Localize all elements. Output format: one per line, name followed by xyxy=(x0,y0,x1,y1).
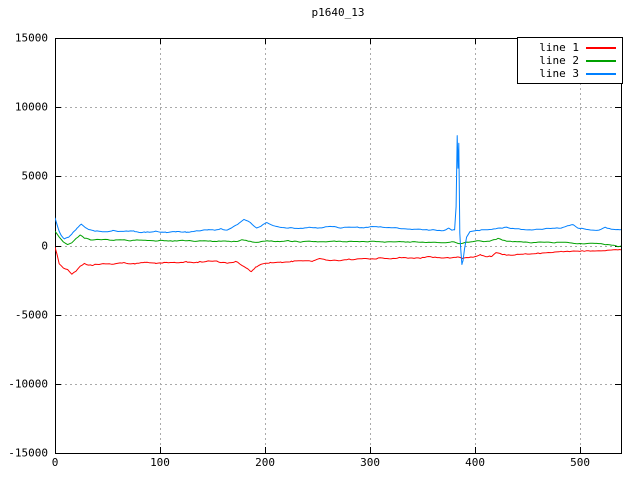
x-tick-label: 300 xyxy=(360,456,380,469)
legend: line 1 line 2 line 3 xyxy=(517,37,623,84)
legend-label: line 1 xyxy=(539,41,579,54)
x-tick-label: 200 xyxy=(255,456,275,469)
x-tick-label: 100 xyxy=(150,456,170,469)
legend-entry: line 3 xyxy=(518,67,622,80)
y-tick-label: 0 xyxy=(41,239,48,252)
y-tick-label: -5000 xyxy=(14,308,48,322)
y-tick-label: 5000 xyxy=(21,169,49,183)
legend-label: line 2 xyxy=(539,54,579,67)
x-tick-label: 400 xyxy=(465,456,485,469)
legend-swatch xyxy=(586,46,616,49)
y-tick-label: 15000 xyxy=(14,31,48,45)
y-tick-label: -15000 xyxy=(8,446,48,460)
legend-label: line 3 xyxy=(539,67,579,80)
x-tick-label: 0 xyxy=(51,456,59,469)
x-tick-label: 500 xyxy=(570,456,590,469)
legend-entry: line 2 xyxy=(518,54,622,67)
series-line-3 xyxy=(55,135,621,265)
y-tick-label: 10000 xyxy=(14,100,48,114)
series-line-1 xyxy=(55,246,621,275)
series-line-2 xyxy=(55,230,621,248)
legend-swatch xyxy=(586,59,616,62)
legend-swatch xyxy=(586,72,616,75)
y-tick-label: -10000 xyxy=(8,377,48,391)
legend-entry: line 1 xyxy=(518,41,622,54)
chart-title: p1640_13 xyxy=(311,6,365,19)
